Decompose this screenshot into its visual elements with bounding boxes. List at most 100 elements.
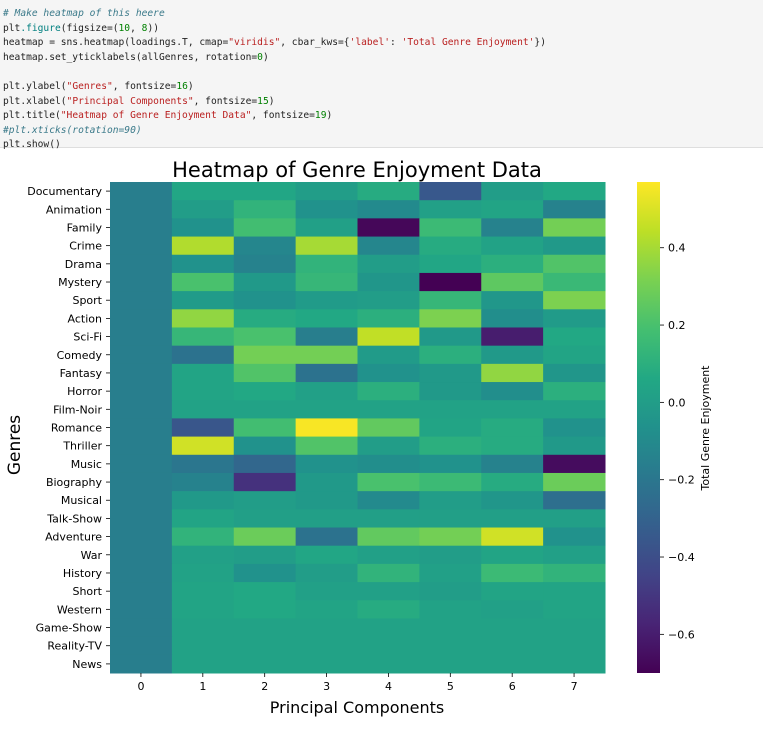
- x-tick-label: 4: [385, 680, 392, 693]
- x-tick-label: 1: [199, 680, 206, 693]
- heatmap-cell: [110, 491, 173, 510]
- heatmap-cell: [357, 563, 420, 583]
- heatmap-cell: [481, 200, 544, 219]
- heatmap-cell: [233, 636, 297, 656]
- code-token: 'label': [349, 37, 390, 49]
- heatmap-cell: [233, 363, 297, 383]
- heatmap-cell: [110, 345, 173, 365]
- y-tick-label: Documentary: [27, 185, 102, 198]
- x-axis-label: Principal Components: [270, 698, 445, 717]
- heatmap-cell: [110, 218, 173, 238]
- code-token: "Principal Components": [66, 95, 194, 107]
- code-line: plt.ylabel("Genres", fontsize=16): [3, 80, 763, 95]
- colorbar-ticks: −0.6 −0.4 −0.2 0.0 0.2 0.4: [660, 242, 695, 641]
- code-line: [3, 65, 763, 80]
- heatmap-cell: [543, 654, 606, 674]
- heatmap-cell: [543, 291, 606, 310]
- heatmap-cell: [295, 636, 359, 656]
- heatmap-cell: [233, 527, 297, 547]
- heatmap-cell: [543, 327, 606, 347]
- heatmap-cell: [419, 418, 482, 438]
- heatmap-cell: [481, 309, 544, 328]
- heatmap-cell: [110, 509, 173, 529]
- heatmap-figure: Heatmap of Genre Enjoyment Data Document…: [5, 158, 712, 717]
- heatmap-cell: [419, 618, 482, 638]
- heatmap-cell: [543, 345, 606, 365]
- heatmap-cell: [543, 218, 606, 238]
- heatmap-cell: [543, 509, 606, 529]
- heatmap-cell: [295, 618, 359, 638]
- colorbar-tick-label: −0.6: [668, 628, 695, 641]
- heatmap-cell: [481, 382, 544, 401]
- heatmap-cell: [171, 254, 235, 274]
- heatmap-cell: [357, 291, 420, 310]
- heatmap-cell: [110, 454, 173, 474]
- heatmap-cell: [233, 491, 297, 510]
- heatmap-cell: [110, 182, 173, 201]
- heatmap-cell: [419, 436, 482, 456]
- heatmap-cell: [419, 200, 482, 219]
- code-token: ): [268, 95, 275, 107]
- code-token: plt.ylabel(: [3, 80, 67, 92]
- code-cell-input[interactable]: # Make heatmap of this heere plt.figure(f…: [0, 0, 763, 150]
- heatmap-cell: [233, 436, 297, 456]
- heatmap-cell: [357, 200, 420, 219]
- heatmap-cell: [481, 254, 544, 274]
- heatmap-cell: [481, 527, 544, 547]
- heatmap-cell: [295, 472, 359, 492]
- heatmap-cell: [419, 563, 482, 583]
- heatmap-cell: [110, 272, 173, 292]
- cell-output: Heatmap of Genre Enjoyment Data Document…: [0, 148, 763, 727]
- heatmap-cell: [295, 254, 359, 274]
- y-tick-label: Talk-Show: [46, 512, 102, 525]
- code-token: "Genres": [66, 80, 113, 92]
- heatmap-cell: [357, 254, 420, 274]
- heatmap-cell: [295, 218, 359, 238]
- x-tick-label: 5: [447, 680, 454, 693]
- heatmap-cell: [110, 582, 173, 601]
- y-tick-label: Sport: [72, 294, 102, 307]
- heatmap-cell: [419, 182, 482, 201]
- heatmap-cell: [171, 418, 235, 438]
- heatmap-cell: [110, 382, 173, 401]
- heatmap-cell: [543, 527, 606, 547]
- y-tick-labels: Documentary Animation Family Crime Drama Myst…: [27, 185, 110, 671]
- heatmap-cell: [171, 236, 235, 256]
- heatmap-cell: [481, 636, 544, 656]
- y-axis-label: Genres: [5, 415, 25, 475]
- code-token: plt.title(: [3, 110, 61, 122]
- heatmap-cell: [171, 400, 235, 419]
- heatmap-cell: [543, 563, 606, 583]
- heatmap-cell: [295, 545, 359, 565]
- y-tick-label: News: [72, 658, 102, 671]
- code-token: "viridis": [228, 37, 281, 49]
- heatmap-cell: [171, 509, 235, 529]
- heatmap-cell: [481, 363, 544, 383]
- y-tick-label: Animation: [46, 203, 102, 216]
- y-tick-label: Music: [71, 458, 102, 471]
- heatmap-cell: [233, 582, 297, 601]
- heatmap-cell: [419, 254, 482, 274]
- colorbar-tick-label: 0.0: [668, 396, 686, 409]
- heatmap-cell: [233, 182, 297, 201]
- code-token: plt: [3, 22, 21, 34]
- y-tick-label: Fantasy: [60, 367, 103, 380]
- code-token: #plt.xticks(rotation=90): [3, 124, 142, 136]
- heatmap-cell: [110, 309, 173, 328]
- heatmap-cell: [110, 527, 173, 547]
- heatmap-cell: [543, 472, 606, 492]
- code-token: , fontsize=: [112, 80, 177, 92]
- heatmap-cell: [110, 436, 173, 456]
- code-token: ,: [130, 22, 142, 34]
- heatmap-cell: [110, 254, 173, 274]
- heatmap-cell: [543, 254, 606, 274]
- heatmap-cell: [357, 582, 420, 601]
- heatmap-cell: [357, 272, 420, 292]
- code-token: 15: [257, 95, 269, 107]
- heatmap-cell: [419, 454, 482, 474]
- code-editor[interactable]: # Make heatmap of this heere plt.figure(f…: [3, 7, 763, 153]
- heatmap-cell: [419, 218, 482, 238]
- heatmap-cell: [481, 272, 544, 292]
- code-token: 'Total Genre Enjoyment': [401, 37, 535, 49]
- heatmap-cell: [419, 472, 482, 492]
